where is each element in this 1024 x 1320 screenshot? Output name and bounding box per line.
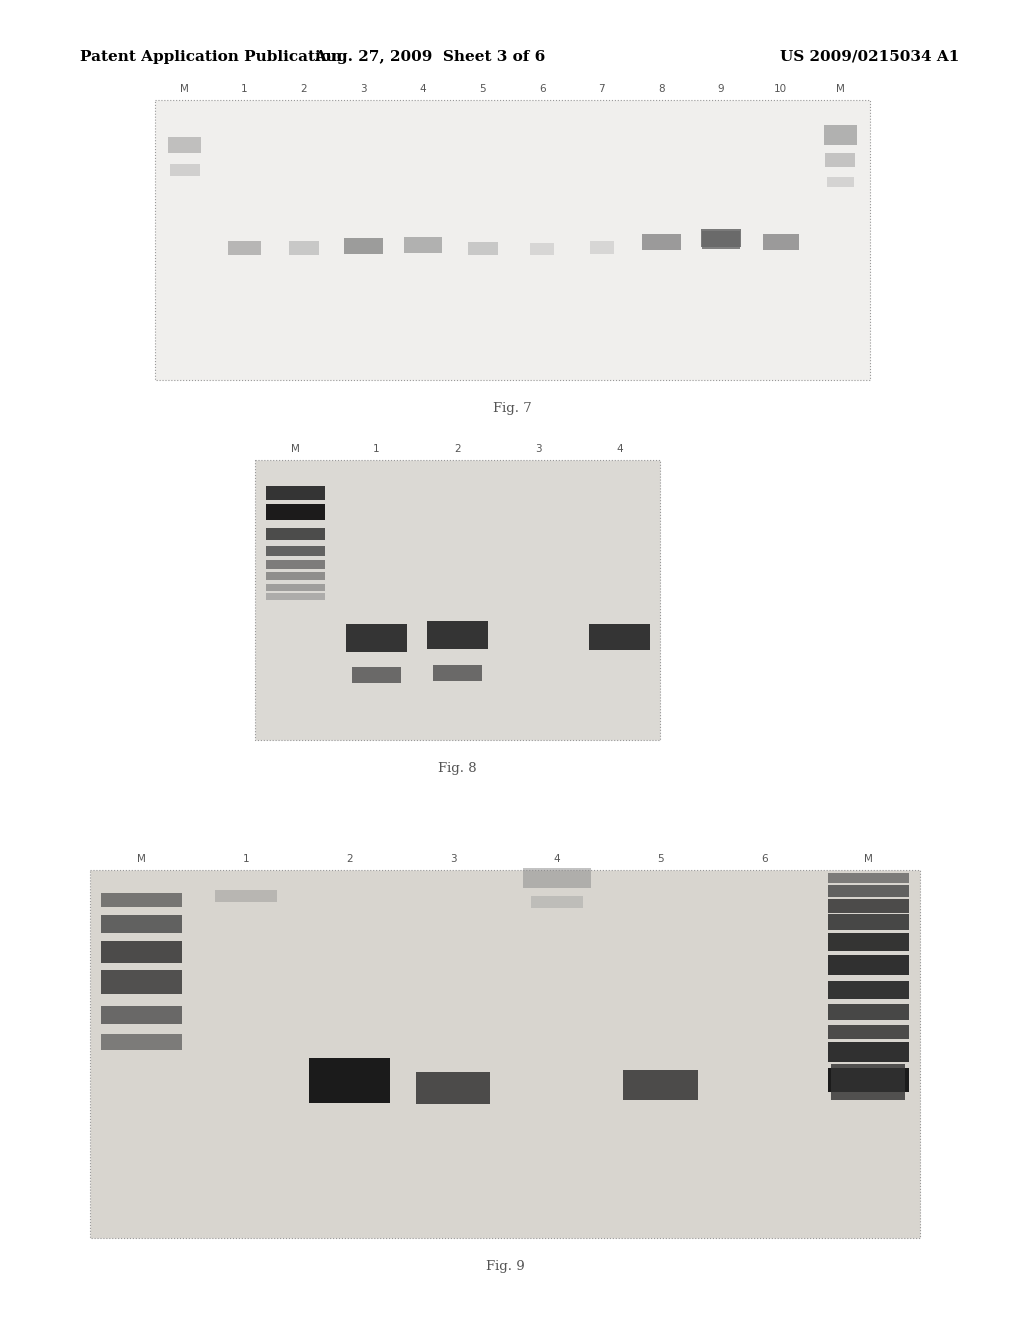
Text: Fig. 9: Fig. 9: [485, 1261, 524, 1272]
Bar: [827, 1005, 908, 1020]
Text: US 2009/0215034 A1: US 2009/0215034 A1: [780, 50, 959, 63]
Bar: [827, 884, 908, 898]
Bar: [266, 504, 325, 520]
Bar: [825, 153, 855, 168]
Bar: [589, 624, 650, 649]
Bar: [168, 137, 201, 153]
Bar: [352, 667, 400, 682]
Text: 1: 1: [241, 84, 248, 94]
Bar: [427, 620, 487, 649]
Text: 4: 4: [554, 854, 560, 865]
Bar: [830, 1064, 905, 1100]
Bar: [403, 238, 442, 253]
Bar: [827, 954, 908, 975]
Bar: [826, 177, 854, 187]
Text: 6: 6: [761, 854, 768, 865]
Text: Fig. 7: Fig. 7: [494, 403, 531, 414]
Bar: [101, 1034, 182, 1049]
Bar: [700, 228, 741, 247]
Bar: [827, 1068, 908, 1092]
Bar: [255, 459, 660, 741]
Text: M: M: [863, 854, 872, 865]
Text: 4: 4: [616, 444, 623, 454]
Bar: [827, 899, 908, 913]
Text: M: M: [291, 444, 300, 454]
Bar: [346, 624, 407, 652]
Text: Aug. 27, 2009  Sheet 3 of 6: Aug. 27, 2009 Sheet 3 of 6: [314, 50, 546, 63]
Bar: [827, 1041, 908, 1063]
Bar: [101, 970, 182, 994]
Text: Fig. 8: Fig. 8: [438, 762, 477, 775]
Bar: [530, 243, 554, 255]
Bar: [827, 1026, 908, 1039]
Text: 8: 8: [658, 84, 665, 94]
Bar: [266, 572, 325, 579]
Bar: [824, 125, 857, 145]
Bar: [530, 896, 583, 908]
Bar: [344, 238, 383, 253]
Bar: [155, 100, 870, 380]
Bar: [827, 933, 908, 950]
Text: 3: 3: [360, 84, 367, 94]
Bar: [827, 981, 908, 999]
Bar: [624, 1071, 698, 1100]
Bar: [266, 593, 325, 599]
Text: 1: 1: [373, 444, 380, 454]
Text: M: M: [836, 84, 845, 94]
Bar: [701, 231, 740, 249]
Text: 9: 9: [718, 84, 724, 94]
Bar: [266, 546, 325, 556]
Text: 2: 2: [455, 444, 461, 454]
Text: 2: 2: [301, 84, 307, 94]
Bar: [344, 238, 383, 253]
Bar: [468, 242, 498, 255]
Bar: [523, 869, 591, 888]
Bar: [101, 915, 182, 933]
Bar: [827, 913, 908, 931]
Text: 4: 4: [420, 84, 426, 94]
Bar: [266, 583, 325, 590]
Text: M: M: [137, 854, 146, 865]
Bar: [590, 240, 613, 253]
Bar: [416, 1072, 490, 1104]
Text: 5: 5: [479, 84, 486, 94]
Text: 7: 7: [599, 84, 605, 94]
Text: 3: 3: [536, 444, 542, 454]
Bar: [266, 528, 325, 540]
Bar: [101, 941, 182, 964]
Text: Patent Application Publication: Patent Application Publication: [80, 50, 342, 63]
Bar: [309, 1057, 390, 1102]
Text: 6: 6: [539, 84, 546, 94]
Text: 5: 5: [657, 854, 664, 865]
Text: 1: 1: [243, 854, 249, 865]
Bar: [763, 234, 799, 249]
Text: 3: 3: [450, 854, 457, 865]
Bar: [214, 890, 276, 902]
Bar: [642, 234, 681, 249]
Bar: [266, 560, 325, 569]
Bar: [433, 665, 482, 681]
Bar: [101, 894, 182, 907]
Bar: [90, 870, 920, 1238]
Text: 10: 10: [774, 84, 787, 94]
Bar: [827, 873, 908, 883]
Bar: [101, 1006, 182, 1024]
Bar: [266, 486, 325, 500]
Text: 2: 2: [346, 854, 352, 865]
Bar: [170, 164, 200, 176]
Text: M: M: [180, 84, 189, 94]
Bar: [228, 242, 261, 255]
Bar: [289, 242, 318, 255]
